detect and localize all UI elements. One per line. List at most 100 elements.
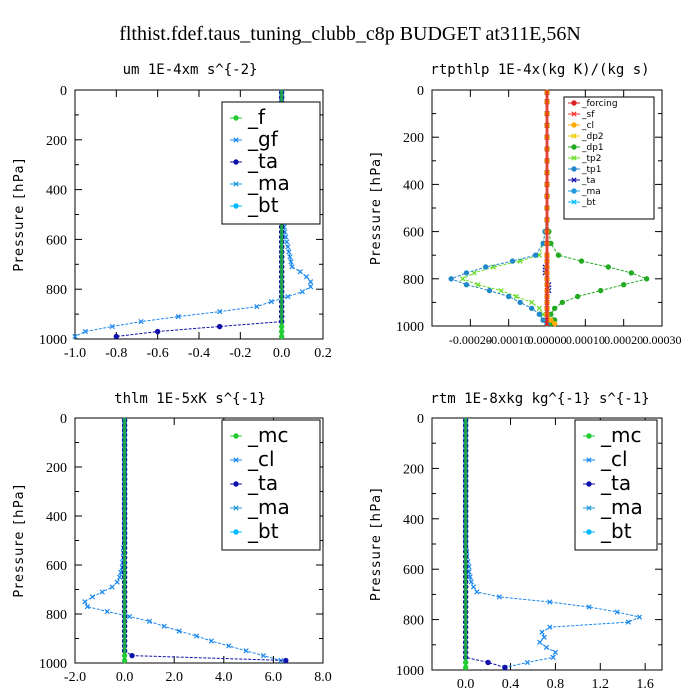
y-tick-label: 400 [403, 513, 424, 528]
y-axis-label: Pressure [hPa] [12, 157, 27, 271]
x-tick-label: -1.0 [64, 346, 86, 361]
data-point [84, 604, 91, 610]
data-point [89, 594, 95, 600]
data-point [541, 634, 547, 640]
data-point [113, 333, 120, 340]
legend-marker [571, 177, 577, 183]
legend-marker [571, 111, 577, 117]
data-point [268, 299, 274, 305]
legend-item: _cl [568, 121, 594, 131]
data-point [536, 252, 542, 258]
legend-label: _ta [247, 149, 278, 173]
data-point [620, 282, 627, 288]
legend-marker [586, 481, 592, 487]
data-point [574, 293, 581, 300]
panel-title: thlm 1E-5xK s^{-1} [114, 391, 266, 407]
legend-marker [586, 433, 592, 439]
y-tick-label: 400 [46, 510, 67, 525]
x-tick-label: 0.00030 [643, 333, 682, 347]
legend-item: _ma [568, 187, 601, 197]
y-tick-label: 400 [403, 178, 424, 193]
legend-marker [571, 133, 577, 139]
legend-item: _ma [230, 171, 290, 195]
data-point [605, 264, 612, 270]
x-tick-label: -0.00010 [487, 333, 530, 347]
x-tick-label: 0.0 [116, 670, 134, 685]
data-point [524, 659, 530, 666]
legend-item: _tp1 [568, 165, 601, 175]
panel-title: rtpthlp 1E-4x(kg K)/(kg s) [430, 62, 649, 78]
data-point [551, 305, 558, 311]
legend-label: _bt [581, 198, 596, 208]
data-point [537, 639, 543, 645]
y-tick-label: 1000 [396, 664, 424, 679]
legend-marker [233, 203, 239, 209]
data-point [475, 282, 481, 288]
legend-marker [571, 166, 577, 172]
y-tick-label: 600 [403, 563, 424, 578]
legend-item: _tp2 [568, 154, 601, 164]
data-point [285, 294, 291, 300]
data-point [467, 574, 473, 580]
legend-marker [571, 144, 577, 150]
legend-label: _bt [247, 193, 279, 217]
legend-label: _mc [247, 423, 288, 447]
data-point [285, 244, 291, 250]
y-tick-label: 200 [403, 462, 424, 477]
data-point [578, 258, 585, 264]
x-tick-label: 1.6 [636, 677, 654, 692]
data-point [448, 276, 454, 282]
data-point [307, 279, 314, 285]
legend: _mc_cl_ta_ma_bt [221, 419, 321, 551]
legend-marker [233, 481, 239, 487]
data-point [528, 305, 535, 311]
panel-4: rtm 1E-8xkg kg^{-1} s^{-1} Pressure [hPa]… [369, 391, 663, 692]
data-point [552, 649, 559, 655]
legend: _forcing_sf_cl_dp2_dp1_tp2_tp1_ta_ma_bt [563, 96, 655, 220]
legend-marker [571, 122, 577, 128]
y-axis-label: Pressure [hPa] [369, 151, 384, 265]
legend: _f_gf_ta_ma_bt [221, 101, 321, 225]
x-tick-label: 0.4 [502, 677, 520, 692]
data-point [117, 574, 123, 580]
x-tick-label: 0.00020 [604, 333, 643, 347]
y-tick-label: 200 [403, 131, 424, 146]
data-point [289, 264, 295, 270]
data-point [536, 311, 543, 317]
x-tick-label: -0.00020 [449, 333, 492, 347]
legend-item: _mc [230, 423, 288, 447]
x-tick-label: 6.0 [265, 670, 283, 685]
data-point [548, 317, 554, 323]
y-tick-label: 400 [46, 184, 67, 199]
data-point [586, 604, 592, 610]
data-point [129, 652, 135, 659]
data-point [283, 657, 289, 664]
data-point [597, 287, 604, 294]
legend-marker [233, 433, 239, 439]
legend-marker [233, 137, 239, 143]
legend-label: _bt [247, 519, 279, 543]
x-tick-label: -0.4 [188, 346, 210, 361]
data-point [297, 269, 303, 275]
legend-marker [233, 529, 239, 535]
y-tick-label: 600 [46, 233, 67, 248]
data-point [138, 318, 144, 325]
data-point [254, 304, 260, 310]
data-point [470, 584, 477, 590]
legend-item: _forcing [568, 99, 618, 109]
legend-item: _dp2 [568, 132, 604, 142]
panel-title: rtm 1E-8xkg kg^{-1} s^{-1} [430, 391, 649, 407]
data-point [614, 609, 620, 615]
legend-label: _f [247, 105, 266, 129]
legend-label: _ma [600, 495, 643, 519]
data-point [468, 579, 474, 585]
data-point [284, 239, 290, 245]
legend-marker [233, 457, 239, 463]
legend-item: _bt [568, 198, 596, 208]
legend-label: _dp2 [581, 132, 604, 142]
y-tick-label: 800 [46, 283, 67, 298]
legend-label: _cl [247, 447, 275, 471]
y-tick-label: 800 [403, 273, 424, 288]
data-point [260, 653, 267, 659]
